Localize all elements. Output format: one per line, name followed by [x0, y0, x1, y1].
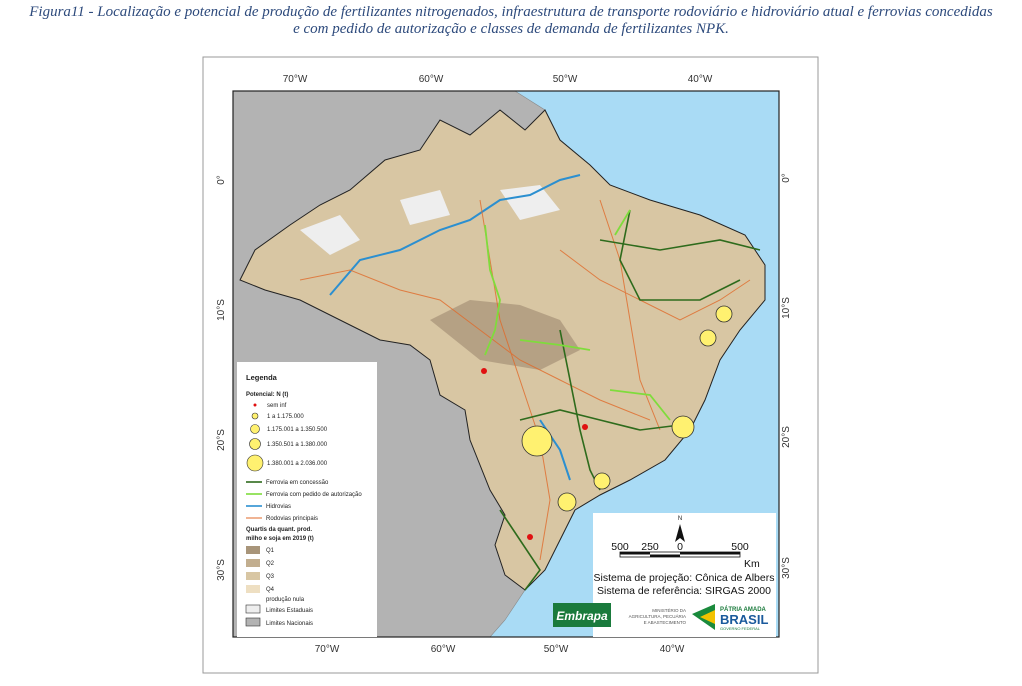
scale-label: 250 — [641, 541, 659, 553]
legend-symbol — [251, 412, 259, 420]
legend-label: Q4 — [266, 587, 275, 593]
scale-label: 500 — [731, 541, 749, 553]
legend-symbol — [245, 617, 261, 627]
legend-label: 1.350.501 a 1.380.000 — [267, 442, 328, 448]
legend-symbol — [253, 403, 257, 407]
ministry-text: AGRICULTURA, PECUÁRIA — [629, 613, 686, 619]
legend-symbol — [246, 546, 260, 554]
axis-label: 40°W — [660, 644, 685, 655]
legend-symbol — [250, 424, 260, 434]
legend-label: Limites Estaduais — [266, 608, 313, 614]
brasil-text: GOVERNO FEDERAL — [720, 626, 761, 631]
north-label: N — [678, 516, 682, 522]
legend-label: Limites Nacionais — [266, 621, 313, 627]
legend-label: Ferrovia em concessão — [266, 480, 329, 486]
scale-label: 500 — [611, 541, 629, 553]
axis-label: 0° — [781, 173, 792, 183]
potential-circles — [521, 305, 733, 512]
axis-label: 20°S — [216, 429, 227, 451]
brasil-logo — [700, 610, 715, 624]
legend-label: 1.380.001 a 2.036.000 — [267, 461, 328, 467]
waterway — [329, 174, 581, 296]
brasil-text: PÁTRIA AMADA — [720, 606, 767, 613]
no-info-points — [481, 368, 588, 540]
reference: Sistema de referência: SIRGAS 2000 — [597, 585, 771, 597]
legend-label: sem inf — [267, 403, 287, 409]
scale-bar — [620, 552, 650, 555]
legend-symbol — [245, 604, 261, 614]
scale-bar — [650, 554, 680, 557]
axis-label: 50°W — [553, 74, 578, 85]
scale-box — [593, 513, 776, 637]
requested-railways — [484, 209, 671, 421]
legend-title: Legenda — [246, 373, 278, 382]
ministry-text: E ABASTECIMENTO — [644, 620, 687, 625]
scale-label: 0 — [677, 541, 683, 553]
caption-line: Figura11 - Localização e potencial de pr… — [29, 4, 993, 20]
axis-label: 30°S — [781, 557, 792, 579]
caption: Figura11 - Localização e potencial de pr… — [0, 4, 1022, 38]
axis-label: 50°W — [544, 644, 569, 655]
scale-bar — [680, 552, 740, 555]
legend-symbol — [246, 585, 260, 593]
ministry-text: MINISTÉRIO DA — [652, 607, 686, 613]
legend-heading: milho e soja em 2019 (t) — [246, 536, 314, 542]
brasil-text: BRASIL — [720, 612, 768, 627]
axis-label: 20°S — [781, 426, 792, 448]
axis-label: 70°W — [283, 74, 308, 85]
axis-label: 30°S — [216, 559, 227, 581]
legend-label: Rodovias principais — [266, 516, 318, 522]
legend-label: 1.175.001 a 1.350.500 — [267, 427, 328, 433]
legend-symbol — [249, 438, 261, 450]
legend-symbol — [246, 572, 260, 580]
legend-label: Q2 — [266, 561, 275, 567]
legend-label: Ferrovia com pedido de autorização — [266, 492, 362, 498]
axis-label: 10°S — [216, 299, 227, 321]
legend-label: Q1 — [266, 548, 275, 554]
legend-label: produção nula — [266, 597, 305, 603]
embrapa-logo — [553, 603, 611, 627]
legend-label: Hidrovias — [266, 504, 291, 510]
map-border — [232, 90, 780, 638]
legend-symbol — [246, 559, 260, 567]
projection: Sistema de projeção: Cônica de Albers — [594, 572, 775, 584]
railways — [499, 209, 761, 591]
axis-label: 70°W — [315, 644, 340, 655]
north-arrow — [675, 524, 685, 542]
embrapa-text: Embrapa — [556, 609, 608, 623]
legend-box — [237, 362, 377, 637]
legend-label: 1 a 1.175.000 — [267, 414, 304, 420]
legend-label: Q3 — [266, 574, 275, 580]
legend-heading: Quartis da quant. prod. — [246, 527, 312, 533]
axis-label: 0° — [216, 175, 227, 185]
null-production — [300, 185, 560, 255]
roads — [299, 199, 751, 561]
caption-line: e com pedido de autorização e classes de… — [293, 21, 729, 37]
axis-label: 10°S — [781, 297, 792, 319]
axis-label: 60°W — [431, 644, 456, 655]
axis-label: 60°W — [419, 74, 444, 85]
legend-symbol — [246, 454, 264, 472]
legend-heading: Potencial: N (t) — [246, 392, 288, 398]
scale-unit: Km — [744, 558, 760, 570]
axis-label: 40°W — [688, 74, 713, 85]
